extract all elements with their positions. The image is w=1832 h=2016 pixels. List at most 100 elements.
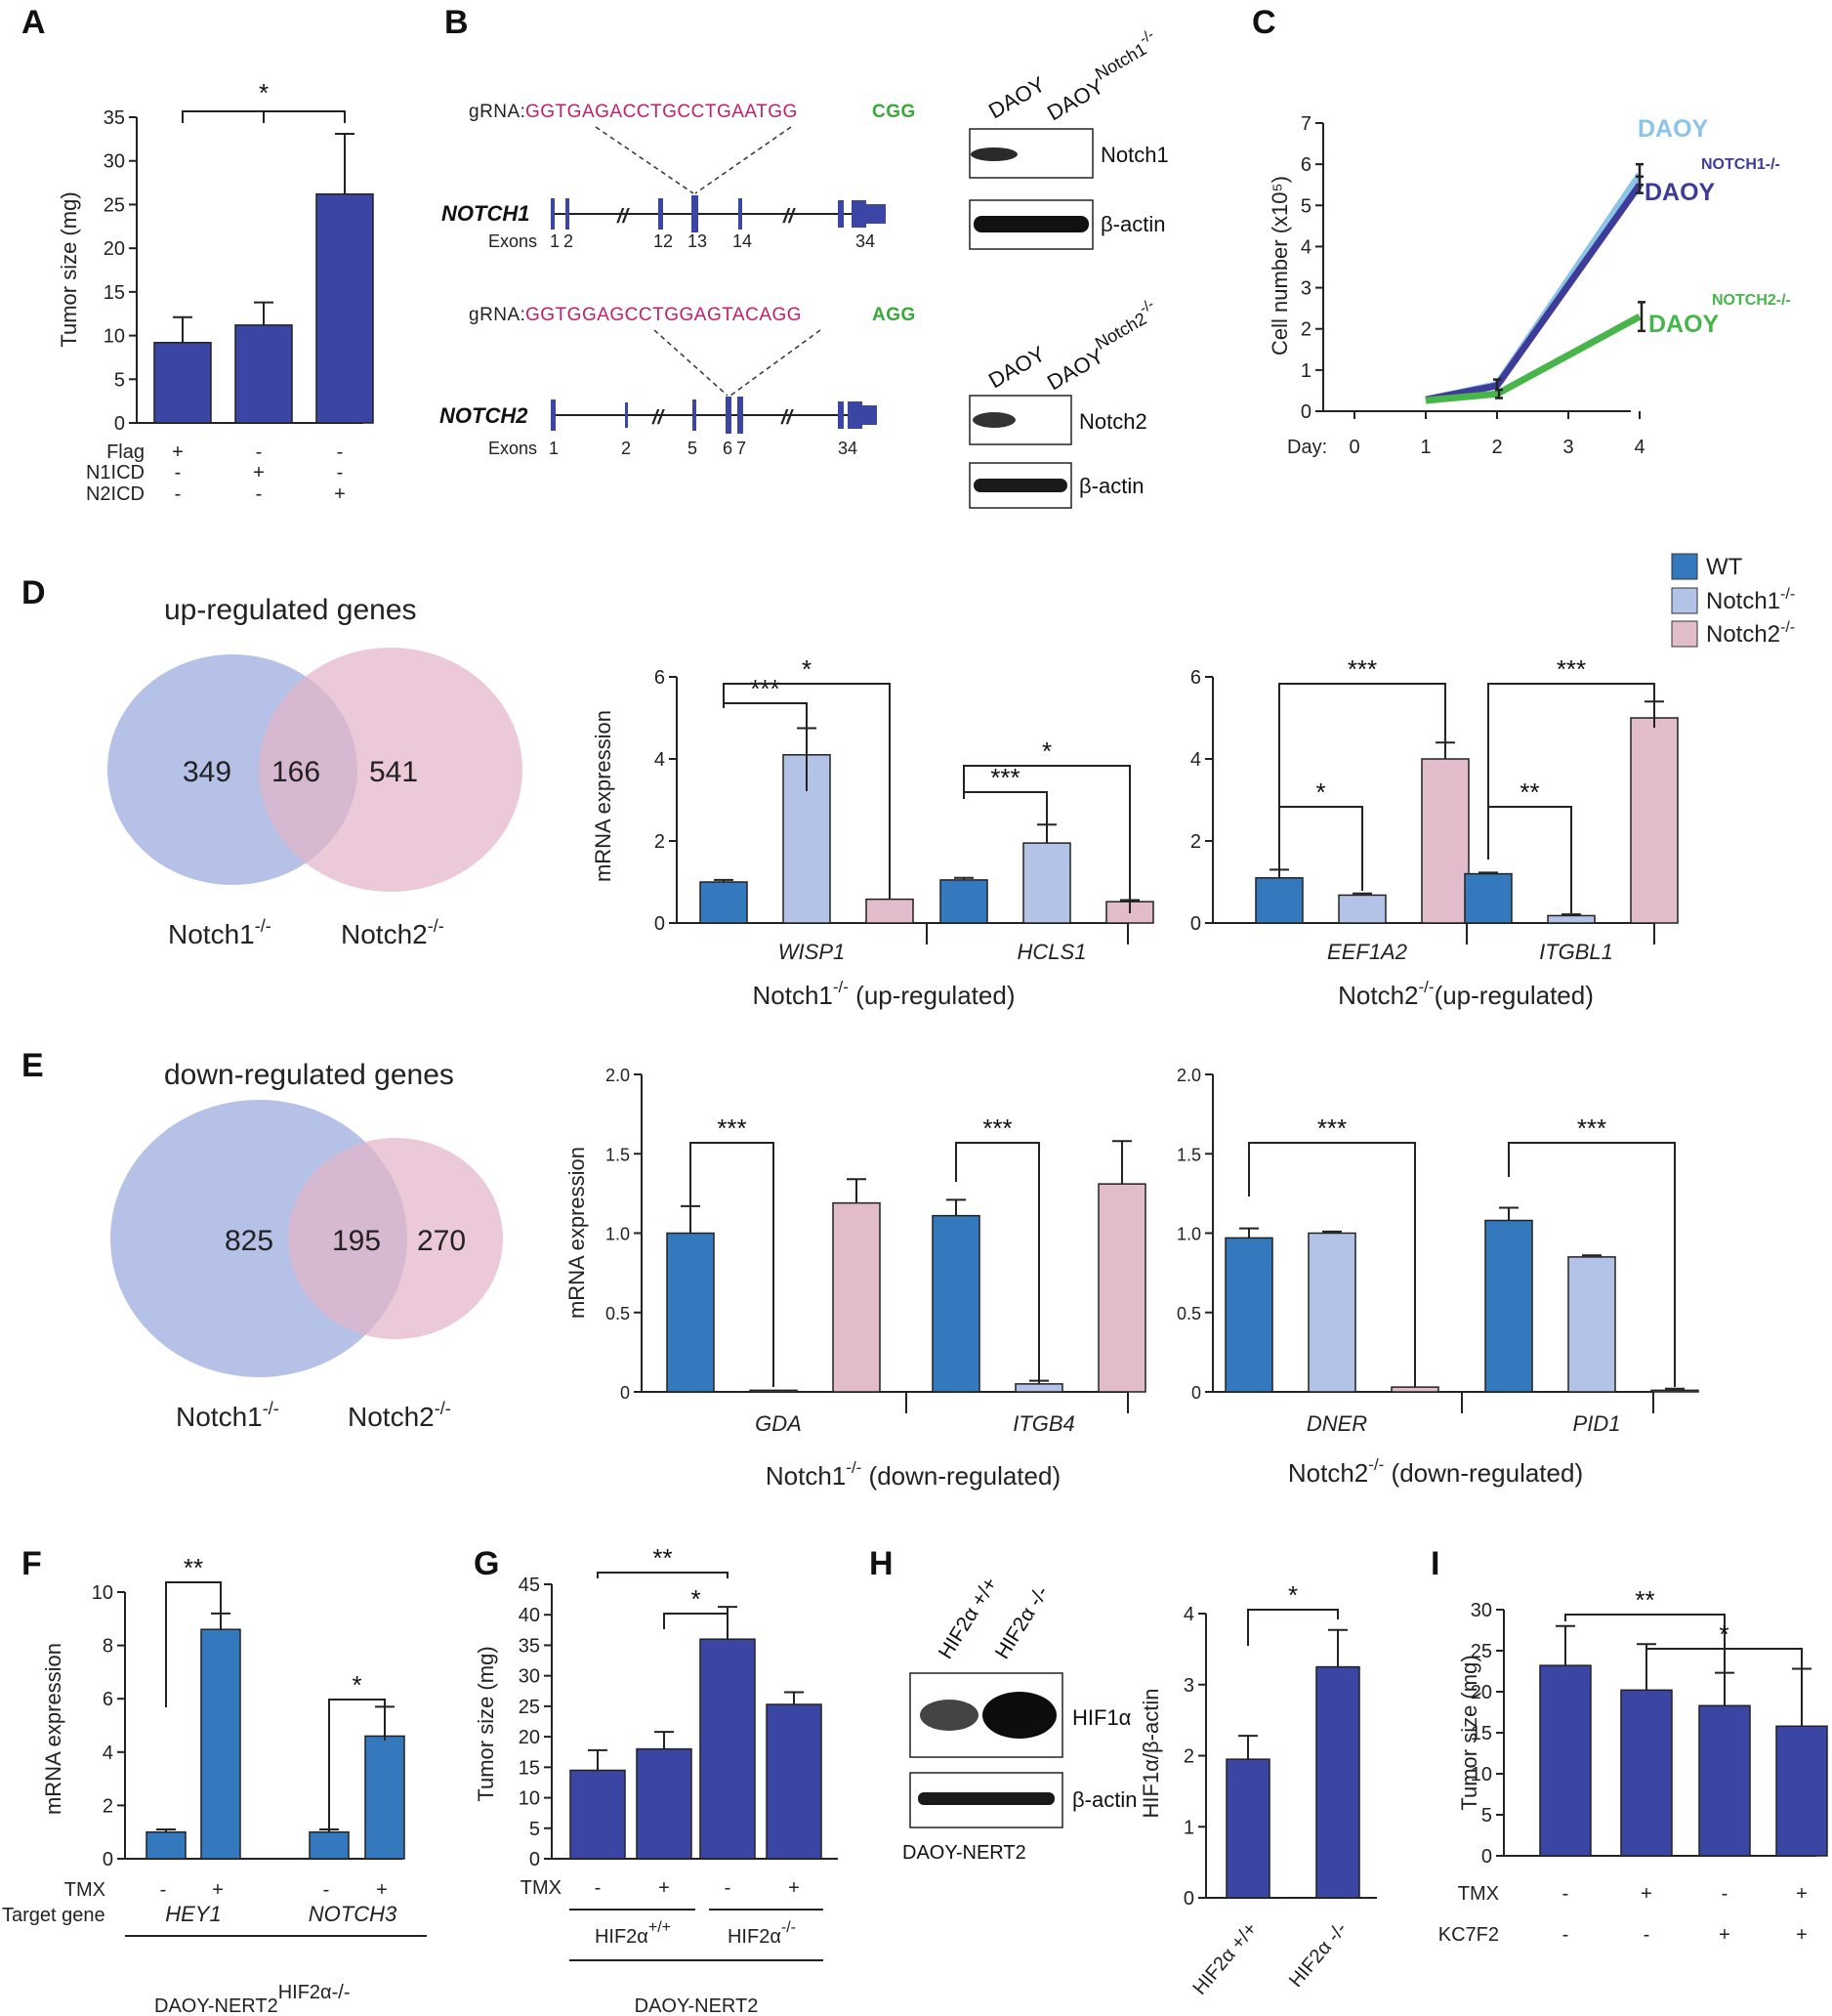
- blot1-lane-wt: DAOY: [984, 71, 1050, 123]
- group-label-sup: -/-: [781, 1919, 796, 1936]
- blot2-band-label: β-actin: [1079, 474, 1144, 498]
- y-tick-label: 0: [620, 1383, 630, 1403]
- y-tick-label: 6: [654, 667, 665, 689]
- row-value: -: [337, 462, 344, 483]
- venn-d-right-label-sup: -/-: [428, 916, 444, 936]
- y-tick-label: 1.5: [605, 1145, 630, 1164]
- y-tick-label: 25: [104, 194, 125, 216]
- bar-a-1: [234, 324, 293, 424]
- notch2-exons-label: Exons: [488, 439, 537, 458]
- significance-label: ***: [1317, 1113, 1347, 1143]
- y-tick-label: 0: [1184, 1888, 1194, 1910]
- y-tick-label: 20: [104, 238, 125, 260]
- x-tick-label: 2: [1491, 437, 1502, 458]
- y-tick-label: 5: [1301, 195, 1312, 217]
- y-axis-title: mRNA expression: [41, 1643, 65, 1815]
- category-label: HIF2α -/-: [1285, 1918, 1352, 1992]
- notch1-gene-name: NOTCH1: [441, 201, 529, 226]
- blot2-lane-ko: DAOYNotch2-/-: [1036, 296, 1169, 395]
- group-label-name: HIF2α: [595, 1926, 648, 1948]
- y-tick-label: 2: [1184, 1746, 1194, 1768]
- target-gene: NOTCH3: [309, 1902, 397, 1926]
- y-tick-label: 1: [1301, 360, 1312, 382]
- x-tick-label: 4: [1634, 437, 1645, 458]
- venn-e-title: down-regulated genes: [164, 1059, 454, 1091]
- row-label: N2ICD: [86, 483, 145, 505]
- blot1-actin-band: [974, 216, 1089, 232]
- y-tick-label: 2: [654, 831, 665, 853]
- y-tick-label: 5: [529, 1819, 540, 1840]
- tmx-value: -: [595, 1877, 602, 1899]
- series-label-daoy: DAOY: [1638, 115, 1709, 143]
- y-axis-title: mRNA expression: [564, 1147, 589, 1319]
- bar-e1-itgb4-0: [932, 1214, 980, 1393]
- significance-label: ***: [750, 674, 779, 703]
- y-tick-label: 10: [104, 326, 125, 348]
- bar-e1-gda-0: [666, 1232, 715, 1393]
- row-value: +: [1796, 1924, 1808, 1946]
- tmx-value: -: [725, 1877, 731, 1899]
- y-axis-title: mRNA expression: [591, 710, 615, 882]
- blot-h-caption: DAOY-NERT2: [902, 1842, 1026, 1864]
- venn-e-left-label-sup: -/-: [263, 1399, 279, 1418]
- notch1-exons-label: Exons: [488, 231, 537, 251]
- row-value: -: [337, 441, 344, 463]
- venn-d-title: up-regulated genes: [164, 594, 417, 626]
- bar-e2-pid1-0: [1484, 1219, 1533, 1393]
- y-tick-label: 2: [1190, 831, 1201, 853]
- notch2-utr: [862, 405, 877, 425]
- bar-e2-pid1-2: [1650, 1389, 1699, 1393]
- significance-label: ***: [1557, 654, 1586, 684]
- row-label-tmx: TMX: [520, 1877, 562, 1899]
- x-tick-label: 1: [1420, 437, 1431, 458]
- significance-label: ***: [1348, 654, 1377, 684]
- venn-d-overlap-count: 166: [271, 756, 320, 788]
- y-tick-label: 40: [519, 1605, 540, 1626]
- tmx-value: -: [323, 1879, 330, 1901]
- notch2-exon-label: 7: [736, 439, 746, 458]
- blot-h-band-label: β-actin: [1072, 1787, 1137, 1812]
- group-label: Notch1-/- (up-regulated): [753, 978, 1016, 1010]
- significance-label: *: [1042, 736, 1052, 766]
- significance-bracket: [328, 1699, 386, 1831]
- legend-label-notch2-name: Notch2: [1706, 621, 1780, 648]
- blot2-actin-band: [974, 479, 1067, 492]
- y-tick-label: 6: [1301, 154, 1312, 176]
- significance-label: *: [1315, 777, 1325, 807]
- group-label-name: Notch1: [753, 981, 833, 1010]
- chart-c-growth-curve: 0 1 2 3 4 5 6 7 Cell number (x10⁵) 0 1 2 3 4 Day: DAOY D…: [1268, 113, 1791, 458]
- chart-e2-notch2-down: 0 0.5 1.0 1.5 2.0 DNER PID1 Notch2-/- (down-reg…: [1177, 1066, 1699, 1488]
- panel-label-h: H: [869, 1545, 894, 1582]
- notch2-exon-2: [625, 402, 628, 428]
- y-tick-label: 4: [103, 1743, 113, 1764]
- notch2-exon-label: 2: [621, 439, 631, 458]
- notch2-exon-label: 1: [549, 439, 559, 458]
- notch1-exon-label: 34: [855, 231, 875, 251]
- grna2-pam: AGG: [872, 305, 916, 325]
- panel-b-schematic: gRNA: GGTGAGACCTGCCTGAATGG CGG NOTCH1 //…: [439, 102, 916, 458]
- chart-h-hif1a-ratio: 0 1 2 3 4 HIF1α/β-actin * HIF2α +/+ HIF2α -/-: [1139, 1580, 1377, 1999]
- x-tick-label: 0: [1349, 437, 1359, 458]
- significance-bracket: [1248, 1142, 1416, 1387]
- bar-e2-pid1-1: [1567, 1256, 1616, 1393]
- y-tick-label: 10: [519, 1788, 540, 1810]
- category-label: EEF1A2: [1327, 940, 1407, 964]
- y-axis-title: Tumor size (mg): [57, 191, 81, 347]
- panel-b-blots: DAOY DAOYNotch1-/- Notch1 β-actin DAOY D…: [969, 26, 1169, 509]
- y-tick-label: 4: [654, 749, 665, 771]
- blot1-lane-ko: DAOYNotch1-/-: [1036, 26, 1169, 125]
- y-tick-label: 0: [654, 913, 665, 935]
- significance-label: ***: [717, 1113, 746, 1143]
- y-tick-label: 2.0: [605, 1066, 630, 1085]
- panel-label-g: G: [474, 1545, 499, 1582]
- y-axis-title: Tumor size (mg): [1457, 1655, 1481, 1810]
- grna1-sequence: GGTGAGACCTGCCTGAATGG: [525, 102, 798, 122]
- y-tick-label: 45: [519, 1575, 540, 1596]
- blot-h-hif1a-band-wt: [920, 1700, 978, 1731]
- notch1-exon-34a: [838, 200, 844, 228]
- significance-bracket: [963, 791, 1048, 830]
- bar-f-2: [309, 1830, 350, 1860]
- venn-d-right-label-name: Notch2: [341, 919, 428, 949]
- panel-label-d: D: [21, 574, 46, 611]
- bar-e1-gda-1: [749, 1389, 798, 1393]
